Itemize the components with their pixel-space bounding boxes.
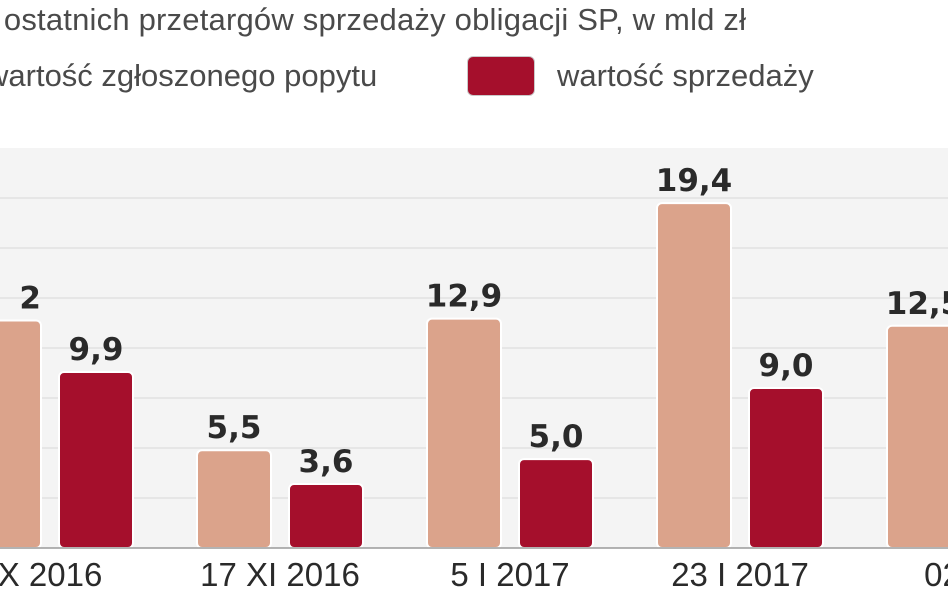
chart-subtitle: i ostatnich przetargów sprzedaży obligac… (0, 2, 747, 37)
bar-demand (656, 202, 732, 549)
legend-item-sales: wartość sprzedaży (467, 56, 814, 96)
bar-value-label: 3,6 (299, 444, 354, 480)
bar-value-label: 9,0 (759, 348, 814, 384)
x-tick-label: 5 I 2017 (450, 556, 569, 593)
bar-sales (288, 483, 364, 549)
bar-value-label: 2 (19, 280, 41, 316)
bar-sales (518, 458, 594, 549)
bar-sales (748, 387, 824, 549)
bar-value-label: 12,5 (886, 286, 948, 322)
bar-demand (426, 317, 502, 549)
legend-item-demand: wartość zgłoszonego popytu (0, 56, 377, 96)
bar-value-label: 5,5 (207, 410, 262, 446)
legend-label-sales: wartość sprzedaży (557, 58, 814, 93)
bar-demand (886, 324, 948, 549)
bar-demand (196, 449, 272, 550)
x-tick-label: 02 II 2 (924, 556, 948, 593)
legend-swatch-sales (467, 56, 535, 96)
x-tick-label: X 2016 (0, 556, 102, 593)
bar-demand (0, 319, 42, 549)
bar-value-label: 19,4 (656, 163, 733, 199)
x-tick-label: 17 XI 2016 (200, 556, 360, 593)
bar-value-label: 12,9 (426, 279, 503, 315)
bar-sales (58, 371, 134, 549)
legend-label-demand: wartość zgłoszonego popytu (0, 58, 378, 93)
bar-value-label: 9,9 (69, 332, 124, 368)
bar-value-label: 5,0 (529, 419, 584, 455)
x-tick-label: 23 I 2017 (671, 556, 809, 593)
